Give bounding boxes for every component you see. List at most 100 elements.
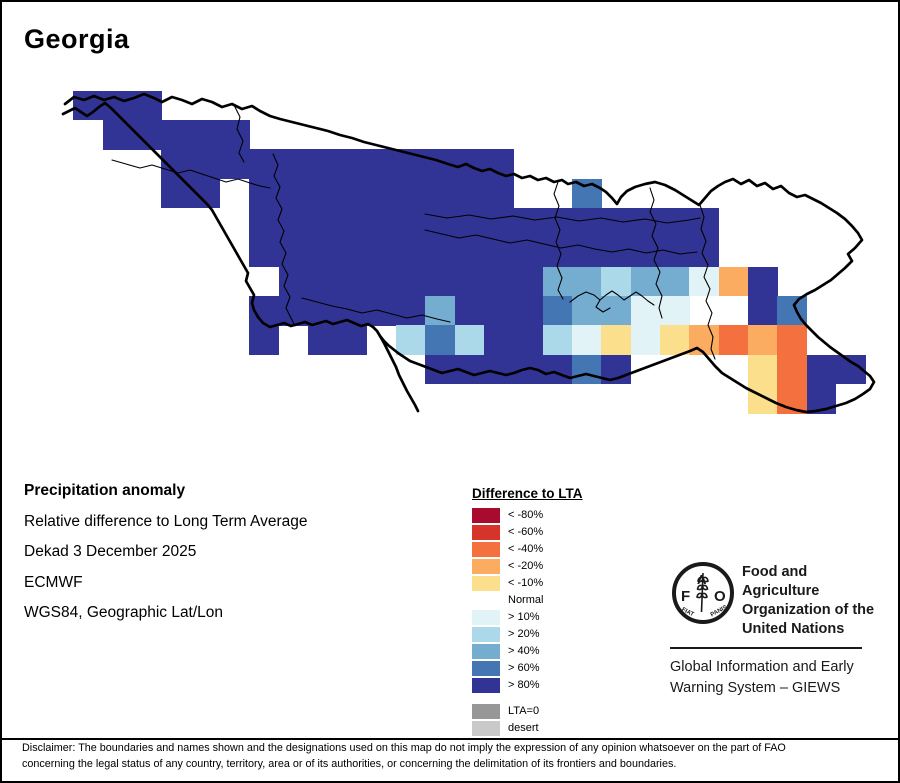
map-cell [249, 237, 279, 268]
map-cell [601, 354, 631, 385]
legend-label: < -40% [508, 543, 544, 555]
legend-swatch [472, 576, 500, 591]
giews-line: Warning System – GIEWS [670, 680, 841, 696]
legend-swatch [472, 704, 500, 719]
map-cell [395, 178, 426, 209]
map-cell [513, 354, 543, 385]
legend-label: desert [508, 722, 539, 734]
map-cell [689, 237, 719, 268]
map-cell [689, 266, 719, 297]
map-cell [483, 237, 514, 268]
map-cell [718, 325, 749, 356]
map-cell [395, 325, 426, 356]
legend-item: < -80% [472, 507, 622, 524]
map-cell [571, 325, 602, 356]
map-cell [307, 178, 338, 209]
map-cell [366, 149, 397, 180]
legend-item: < -20% [472, 558, 622, 575]
map-cell [102, 120, 133, 150]
info-source: ECMWF [24, 573, 83, 591]
map-cell [307, 296, 338, 326]
map-cell [601, 325, 631, 356]
map-cell [601, 237, 631, 268]
map-cell [278, 296, 309, 326]
map-cell [395, 208, 426, 238]
map-cell [425, 266, 455, 297]
legend-title: Difference to LTA [472, 486, 583, 501]
legend-item: desert [472, 720, 622, 737]
map-cell [366, 208, 397, 238]
map-cell [542, 237, 573, 268]
fao-letter-o: O [714, 588, 726, 605]
map-cell [630, 296, 661, 326]
map-cell [659, 266, 690, 297]
legend-gap [472, 694, 622, 703]
map-cell [395, 296, 426, 326]
map-cell [278, 237, 309, 268]
map-cell [571, 354, 602, 385]
giews-line: Global Information and Early [670, 659, 854, 675]
legend-label: > 40% [508, 645, 540, 657]
map-cell [747, 266, 778, 297]
map-cell [747, 354, 778, 385]
legend-item: < -40% [472, 541, 622, 558]
map-cell [777, 354, 807, 385]
map-cell [131, 120, 162, 150]
legend-label: LTA=0 [508, 705, 540, 717]
map-cell [337, 178, 367, 209]
map-cell [425, 208, 455, 238]
legend-label: > 60% [508, 662, 540, 674]
map-cell [483, 354, 514, 385]
map-cell [307, 149, 338, 180]
info-projection: WGS84, Geographic Lat/Lon [24, 604, 224, 621]
map-cell [513, 237, 543, 268]
legend-swatch [472, 508, 500, 523]
fao-org-line: United Nations [742, 621, 845, 637]
map-cell [513, 325, 543, 356]
map-cell [249, 208, 279, 238]
map-cell [278, 178, 309, 209]
map-cell [777, 384, 807, 414]
map-cell [513, 208, 543, 238]
map-cell [747, 384, 778, 414]
map-cell [630, 208, 661, 238]
legend-item: > 80% [472, 677, 622, 694]
map-cell [483, 296, 514, 326]
map-cell [513, 296, 543, 326]
disclaimer-line-1: Disclaimer: The boundaries and names sho… [22, 742, 786, 754]
map-cell [542, 325, 573, 356]
map-cell [219, 120, 250, 150]
map-cell [425, 296, 455, 326]
map-cell [454, 237, 485, 268]
legend-swatch [472, 644, 500, 659]
info-description: Relative difference to Long Term Average [24, 512, 308, 530]
map-cell [454, 149, 485, 180]
map-cell [542, 266, 573, 297]
map-cell [659, 237, 690, 268]
fao-org-line: Organization of the [742, 602, 875, 618]
map-cell [777, 325, 807, 356]
map-cell [689, 208, 719, 238]
map-cell [483, 208, 514, 238]
fao-block: A F O FIAT PANIS Food and Agriculture Or… [670, 560, 882, 699]
fao-org-line: Food and Agriculture [742, 564, 820, 599]
map-cell [483, 149, 514, 180]
legend-item: < -60% [472, 524, 622, 541]
map-cell [542, 354, 573, 385]
map-cell [219, 149, 250, 180]
map-cell [630, 237, 661, 268]
map-cell [601, 208, 631, 238]
map-cell [689, 325, 719, 356]
legend-swatch [472, 610, 500, 625]
map-cell [278, 208, 309, 238]
map-cell [454, 354, 485, 385]
map-cell [337, 296, 367, 326]
legend-label: < -10% [508, 577, 544, 589]
legend-swatch [472, 678, 500, 693]
map-cell [366, 237, 397, 268]
map-cell [337, 208, 367, 238]
map-cell [806, 384, 837, 414]
map-cell [454, 325, 485, 356]
map-cell [307, 208, 338, 238]
legend-swatch [472, 627, 500, 642]
